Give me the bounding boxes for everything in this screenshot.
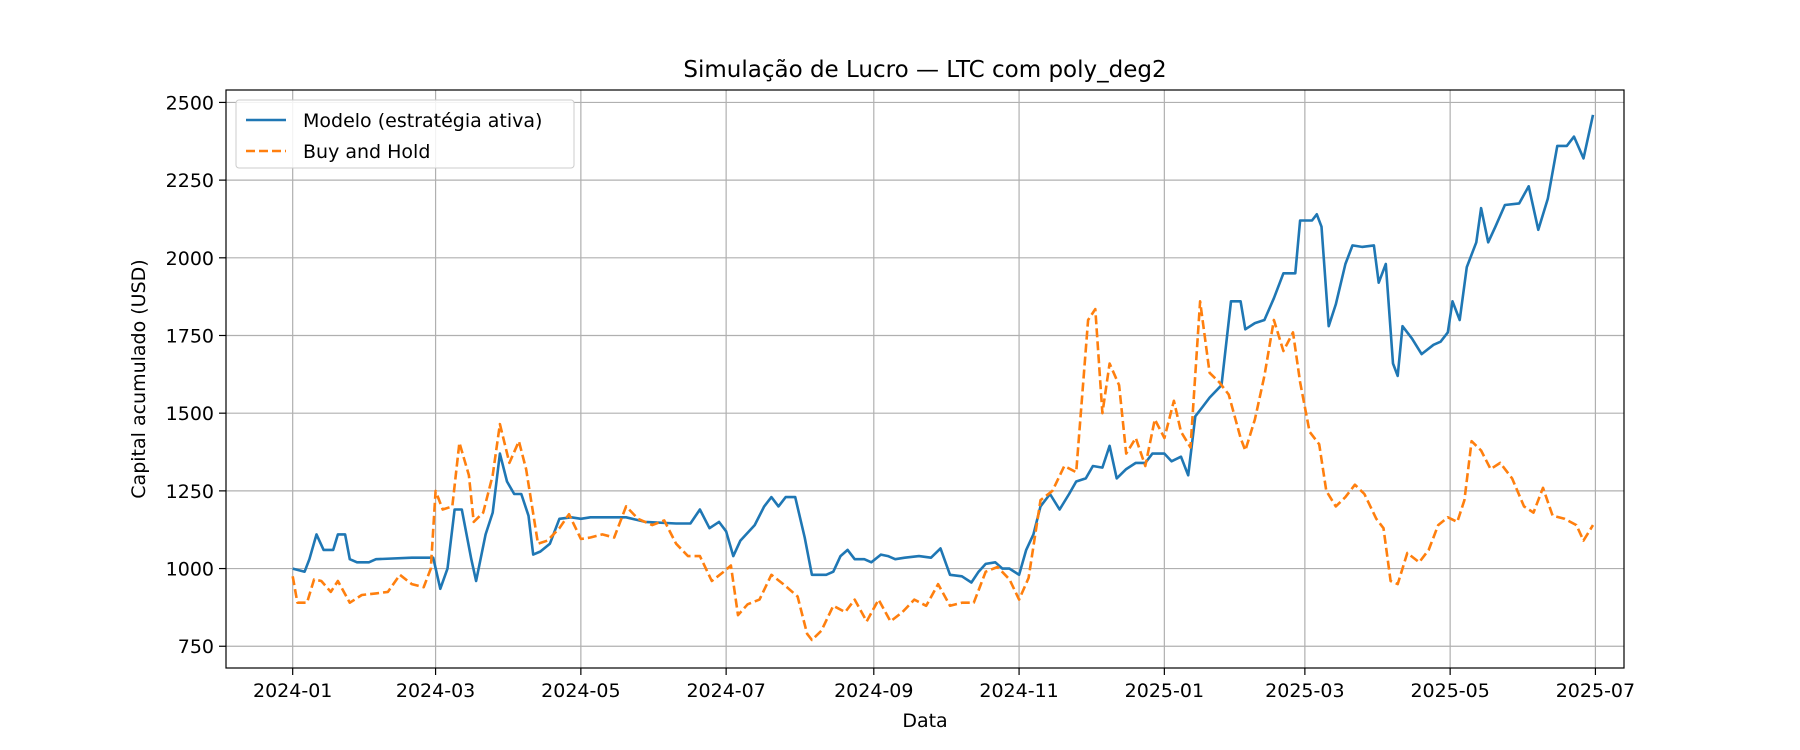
y-tick-label: 1750 [166,325,214,347]
x-tick-label: 2024-05 [541,680,620,702]
x-tick-label: 2024-03 [396,680,475,702]
series-line-buy-and-hold [291,300,1595,642]
grid [226,90,1624,668]
legend-label: Buy and Hold [303,141,430,163]
y-tick-label: 1000 [166,559,214,581]
x-tick-label: 2024-07 [686,680,765,702]
x-axis-title: Data [902,710,947,732]
x-tick-label: 2024-09 [834,680,913,702]
x-tick-label: 2024-01 [253,680,332,702]
y-tick-label: 2250 [166,170,214,192]
legend-label: Modelo (estratégia ativa) [303,110,542,132]
series-line-modelo [292,114,1595,591]
y-tick-label: 2500 [166,92,214,114]
x-tick-label: 2025-05 [1410,680,1489,702]
x-tick-label: 2025-01 [1125,680,1204,702]
y-tick-label: 1250 [166,481,214,503]
x-tick-label: 2025-07 [1556,680,1635,702]
plot-area [226,90,1624,668]
legend-box [235,99,575,169]
legend: Modelo (estratégia ativa) Buy and Hold [235,99,575,169]
axis-ticks: 2024-01 2024-03 2024-05 2024-07 2024-09 2024-… [166,92,1635,702]
x-tick-label: 2024-11 [979,680,1058,702]
chart-title: Simulação de Lucro — LTC com poly_deg2 [683,57,1166,83]
y-tick-label: 1500 [166,403,214,425]
x-tick-label: 2025-03 [1265,680,1344,702]
y-tick-label: 750 [178,636,214,658]
plot-frame [225,89,1625,669]
y-tick-label: 2000 [166,248,214,270]
series-lines [291,114,1595,642]
y-axis-title: Capital acumulado (USD) [128,259,150,498]
